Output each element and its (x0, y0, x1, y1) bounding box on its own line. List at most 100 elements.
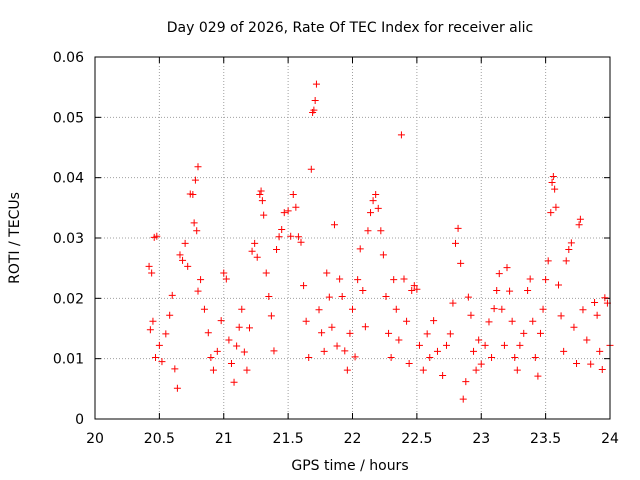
data-point (508, 317, 516, 325)
data-point (576, 215, 584, 223)
data-point (430, 317, 438, 325)
x-tick-label: 24 (601, 431, 619, 447)
y-tick-label: 0.04 (53, 171, 84, 187)
x-tick-label: 23 (472, 431, 490, 447)
x-tick-label: 22 (344, 431, 362, 447)
data-point (351, 353, 359, 361)
data-point (596, 347, 604, 355)
data-point (575, 221, 583, 229)
data-point (506, 287, 514, 295)
data-point (539, 305, 547, 313)
data-point (354, 276, 362, 284)
data-point (367, 209, 375, 217)
data-point (200, 305, 208, 313)
data-point (194, 163, 202, 171)
data-point (302, 317, 310, 325)
data-point (292, 203, 300, 211)
x-axis-label: GPS time / hours (291, 458, 408, 474)
data-point (257, 187, 265, 195)
data-points (145, 80, 614, 403)
data-point (338, 293, 346, 301)
data-point (275, 233, 283, 241)
data-point (565, 245, 573, 253)
data-point (262, 269, 270, 277)
data-point (315, 306, 323, 314)
data-point (189, 191, 197, 199)
data-point (230, 378, 238, 386)
data-point (146, 326, 154, 334)
data-point (267, 312, 275, 320)
data-point (225, 336, 233, 344)
data-point (246, 324, 253, 332)
x-tick-label: 21.5 (273, 431, 304, 447)
data-point (158, 358, 166, 366)
chart-title: Day 029 of 2026, Rate Of TEC Index for r… (167, 20, 533, 36)
data-point (197, 276, 205, 284)
data-point (419, 366, 427, 374)
data-point (542, 276, 550, 284)
data-point (551, 185, 559, 193)
data-point (181, 239, 189, 247)
data-point (153, 232, 161, 240)
data-point (256, 191, 264, 199)
data-point (601, 294, 609, 302)
data-point (573, 359, 581, 367)
data-point (516, 341, 524, 349)
y-tick-label: 0 (75, 412, 84, 428)
data-point (330, 221, 338, 229)
data-point (166, 311, 174, 319)
data-point (248, 247, 256, 255)
data-point (403, 317, 411, 325)
data-point (361, 323, 369, 331)
data-point (408, 286, 416, 294)
data-point (493, 286, 501, 294)
data-point (204, 329, 212, 337)
data-point (207, 353, 215, 361)
data-point (405, 359, 413, 367)
y-tick-label: 0.03 (53, 231, 84, 247)
data-point (560, 347, 568, 355)
data-point (464, 293, 472, 301)
data-point (364, 227, 372, 235)
data-point (379, 251, 387, 259)
data-point (400, 275, 408, 283)
data-point (217, 317, 225, 325)
data-point (410, 282, 418, 290)
data-point (439, 372, 447, 380)
data-point (446, 330, 454, 338)
data-point (520, 329, 528, 337)
data-point (258, 197, 266, 205)
data-point (374, 204, 382, 212)
data-point (547, 209, 555, 217)
data-point (312, 80, 320, 88)
data-point (280, 209, 288, 217)
data-point (472, 366, 480, 374)
data-point (168, 291, 176, 299)
data-point (318, 329, 326, 337)
data-point (426, 353, 434, 361)
data-point (227, 359, 235, 367)
data-point (155, 341, 163, 349)
data-point (562, 257, 570, 265)
data-point (149, 317, 157, 325)
data-point (459, 395, 467, 403)
data-point (395, 336, 403, 344)
data-point (377, 227, 385, 235)
data-point (213, 347, 221, 355)
data-point (325, 293, 333, 301)
data-point (513, 366, 521, 374)
data-point (270, 347, 278, 355)
data-point (413, 285, 421, 293)
data-point (194, 287, 202, 295)
data-point (307, 165, 315, 173)
data-point (297, 238, 305, 246)
data-point (390, 276, 398, 284)
x-tick-label: 23.5 (530, 431, 561, 447)
data-point (534, 372, 542, 380)
data-point (341, 347, 349, 355)
data-point (557, 312, 565, 320)
data-point (190, 219, 198, 227)
data-point (593, 311, 601, 319)
data-point (490, 305, 498, 313)
data-point (397, 131, 405, 139)
